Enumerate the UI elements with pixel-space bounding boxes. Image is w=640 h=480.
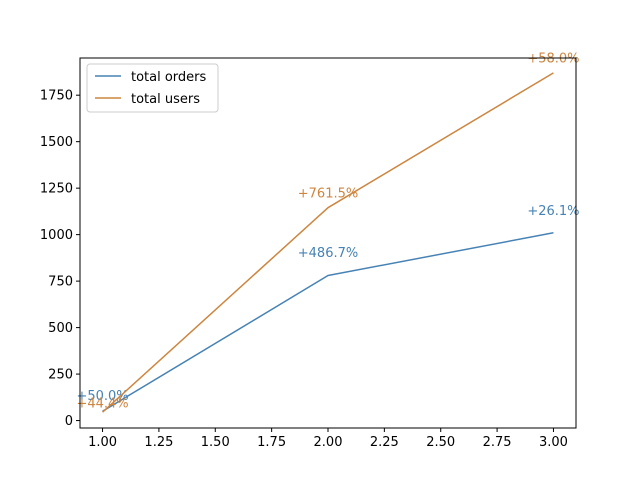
- x-tick-label: 2.25: [370, 435, 399, 450]
- x-tick-label: 3.00: [539, 435, 568, 450]
- legend-label-total-users: total users: [131, 92, 200, 107]
- y-tick-label: 1250: [40, 182, 73, 197]
- data-label-total-users: +58.0%: [527, 52, 579, 67]
- data-label-total-users: +761.5%: [298, 186, 358, 201]
- x-tick-label: 2.00: [314, 435, 343, 450]
- legend-label-total-orders: total orders: [131, 70, 207, 85]
- x-tick-label: 2.75: [483, 435, 512, 450]
- y-tick-label: 1500: [40, 135, 73, 150]
- series-line-total-orders: [102, 232, 554, 412]
- y-tick-label: 250: [48, 368, 73, 383]
- x-tick-label: 1.75: [257, 435, 286, 450]
- series-line-total-users: [102, 72, 554, 413]
- y-tick-label: 750: [48, 275, 73, 290]
- x-tick-label: 2.50: [426, 435, 455, 450]
- data-label-total-orders: +486.7%: [298, 246, 358, 261]
- legend: total orders total users: [86, 63, 219, 113]
- x-tick-label: 1.25: [144, 435, 173, 450]
- data-label-total-users: +44.4%: [76, 397, 128, 412]
- y-tick-label: 1000: [40, 228, 73, 243]
- x-tick-label: 1.50: [201, 435, 230, 450]
- y-tick-label: 0: [65, 414, 73, 429]
- plot-frame: [79, 57, 577, 429]
- data-label-total-orders: +26.1%: [527, 204, 579, 219]
- x-tick-label: 1.00: [88, 435, 117, 450]
- y-tick-label: 1750: [40, 89, 73, 104]
- y-tick-label: 500: [48, 321, 73, 336]
